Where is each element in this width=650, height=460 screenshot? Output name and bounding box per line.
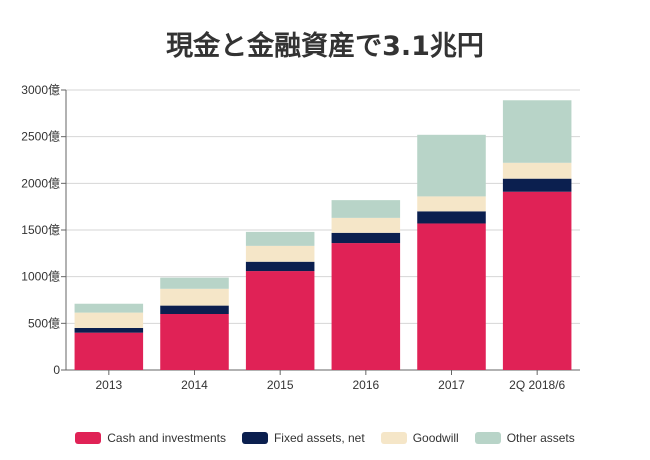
- legend-label-cash: Cash and investments: [107, 431, 226, 445]
- bar-segment: [160, 314, 229, 370]
- legend-label-other-assets: Other assets: [506, 431, 575, 445]
- y-tick-label: 1000億: [21, 270, 60, 284]
- bar-segment: [245, 261, 315, 272]
- legend-swatch-cash: [75, 432, 102, 444]
- bar-segment: [160, 288, 229, 306]
- legend-item-goodwill[interactable]: Goodwill: [380, 431, 459, 445]
- bar-segment: [74, 328, 144, 333]
- bar-segment: [502, 191, 572, 370]
- x-tick-label: 2016: [352, 378, 379, 392]
- bar-segment: [74, 312, 144, 328]
- bar-segment: [331, 217, 401, 233]
- legend-swatch-goodwill: [380, 432, 407, 444]
- chart-title: 現金と金融資産で3.1兆円: [166, 31, 484, 62]
- bar-segment: [74, 332, 144, 370]
- bar-segment: [502, 178, 572, 192]
- y-tick-label: 3000億: [21, 83, 60, 97]
- legend-item-fixed-assets[interactable]: Fixed assets, net: [241, 431, 365, 445]
- bar-segment: [74, 303, 144, 313]
- x-tick-label: 2015: [267, 378, 294, 392]
- bar-segment: [417, 196, 486, 212]
- y-tick-label: 2500億: [21, 130, 60, 144]
- x-tick-label: 2Q 2018/6: [509, 378, 565, 392]
- legend-label-goodwill: Goodwill: [412, 431, 459, 445]
- bar-segment: [417, 211, 486, 224]
- chart-legend: Cash and investments Fixed assets, net G…: [0, 428, 650, 448]
- legend-item-other-assets[interactable]: Other assets: [474, 431, 575, 445]
- bar-segment: [331, 200, 401, 218]
- x-tick-label: 2014: [181, 378, 208, 392]
- y-tick-label: 1500億: [21, 223, 60, 237]
- bar-segment: [417, 134, 486, 197]
- bar-segment: [331, 243, 401, 370]
- bar-segment: [502, 162, 572, 179]
- bar-segment: [245, 231, 315, 246]
- bar-segment: [160, 305, 229, 314]
- bar-segment: [417, 223, 486, 370]
- x-tick-label: 2017: [438, 378, 465, 392]
- bar-segment: [245, 245, 315, 262]
- y-tick-label: 0: [53, 363, 60, 377]
- y-tick-label: 2000億: [21, 176, 60, 190]
- bar-segment: [331, 232, 401, 244]
- legend-label-fixed-assets: Fixed assets, net: [273, 431, 365, 445]
- bar-segment: [245, 271, 315, 370]
- legend-swatch-other-assets: [474, 432, 501, 444]
- y-tick-label: 500億: [28, 316, 60, 330]
- x-tick-label: 2013: [95, 378, 122, 392]
- bar-segment: [160, 277, 229, 289]
- legend-item-cash[interactable]: Cash and investments: [75, 431, 226, 445]
- bar-segment: [502, 100, 572, 163]
- legend-swatch-fixed-assets: [241, 432, 268, 444]
